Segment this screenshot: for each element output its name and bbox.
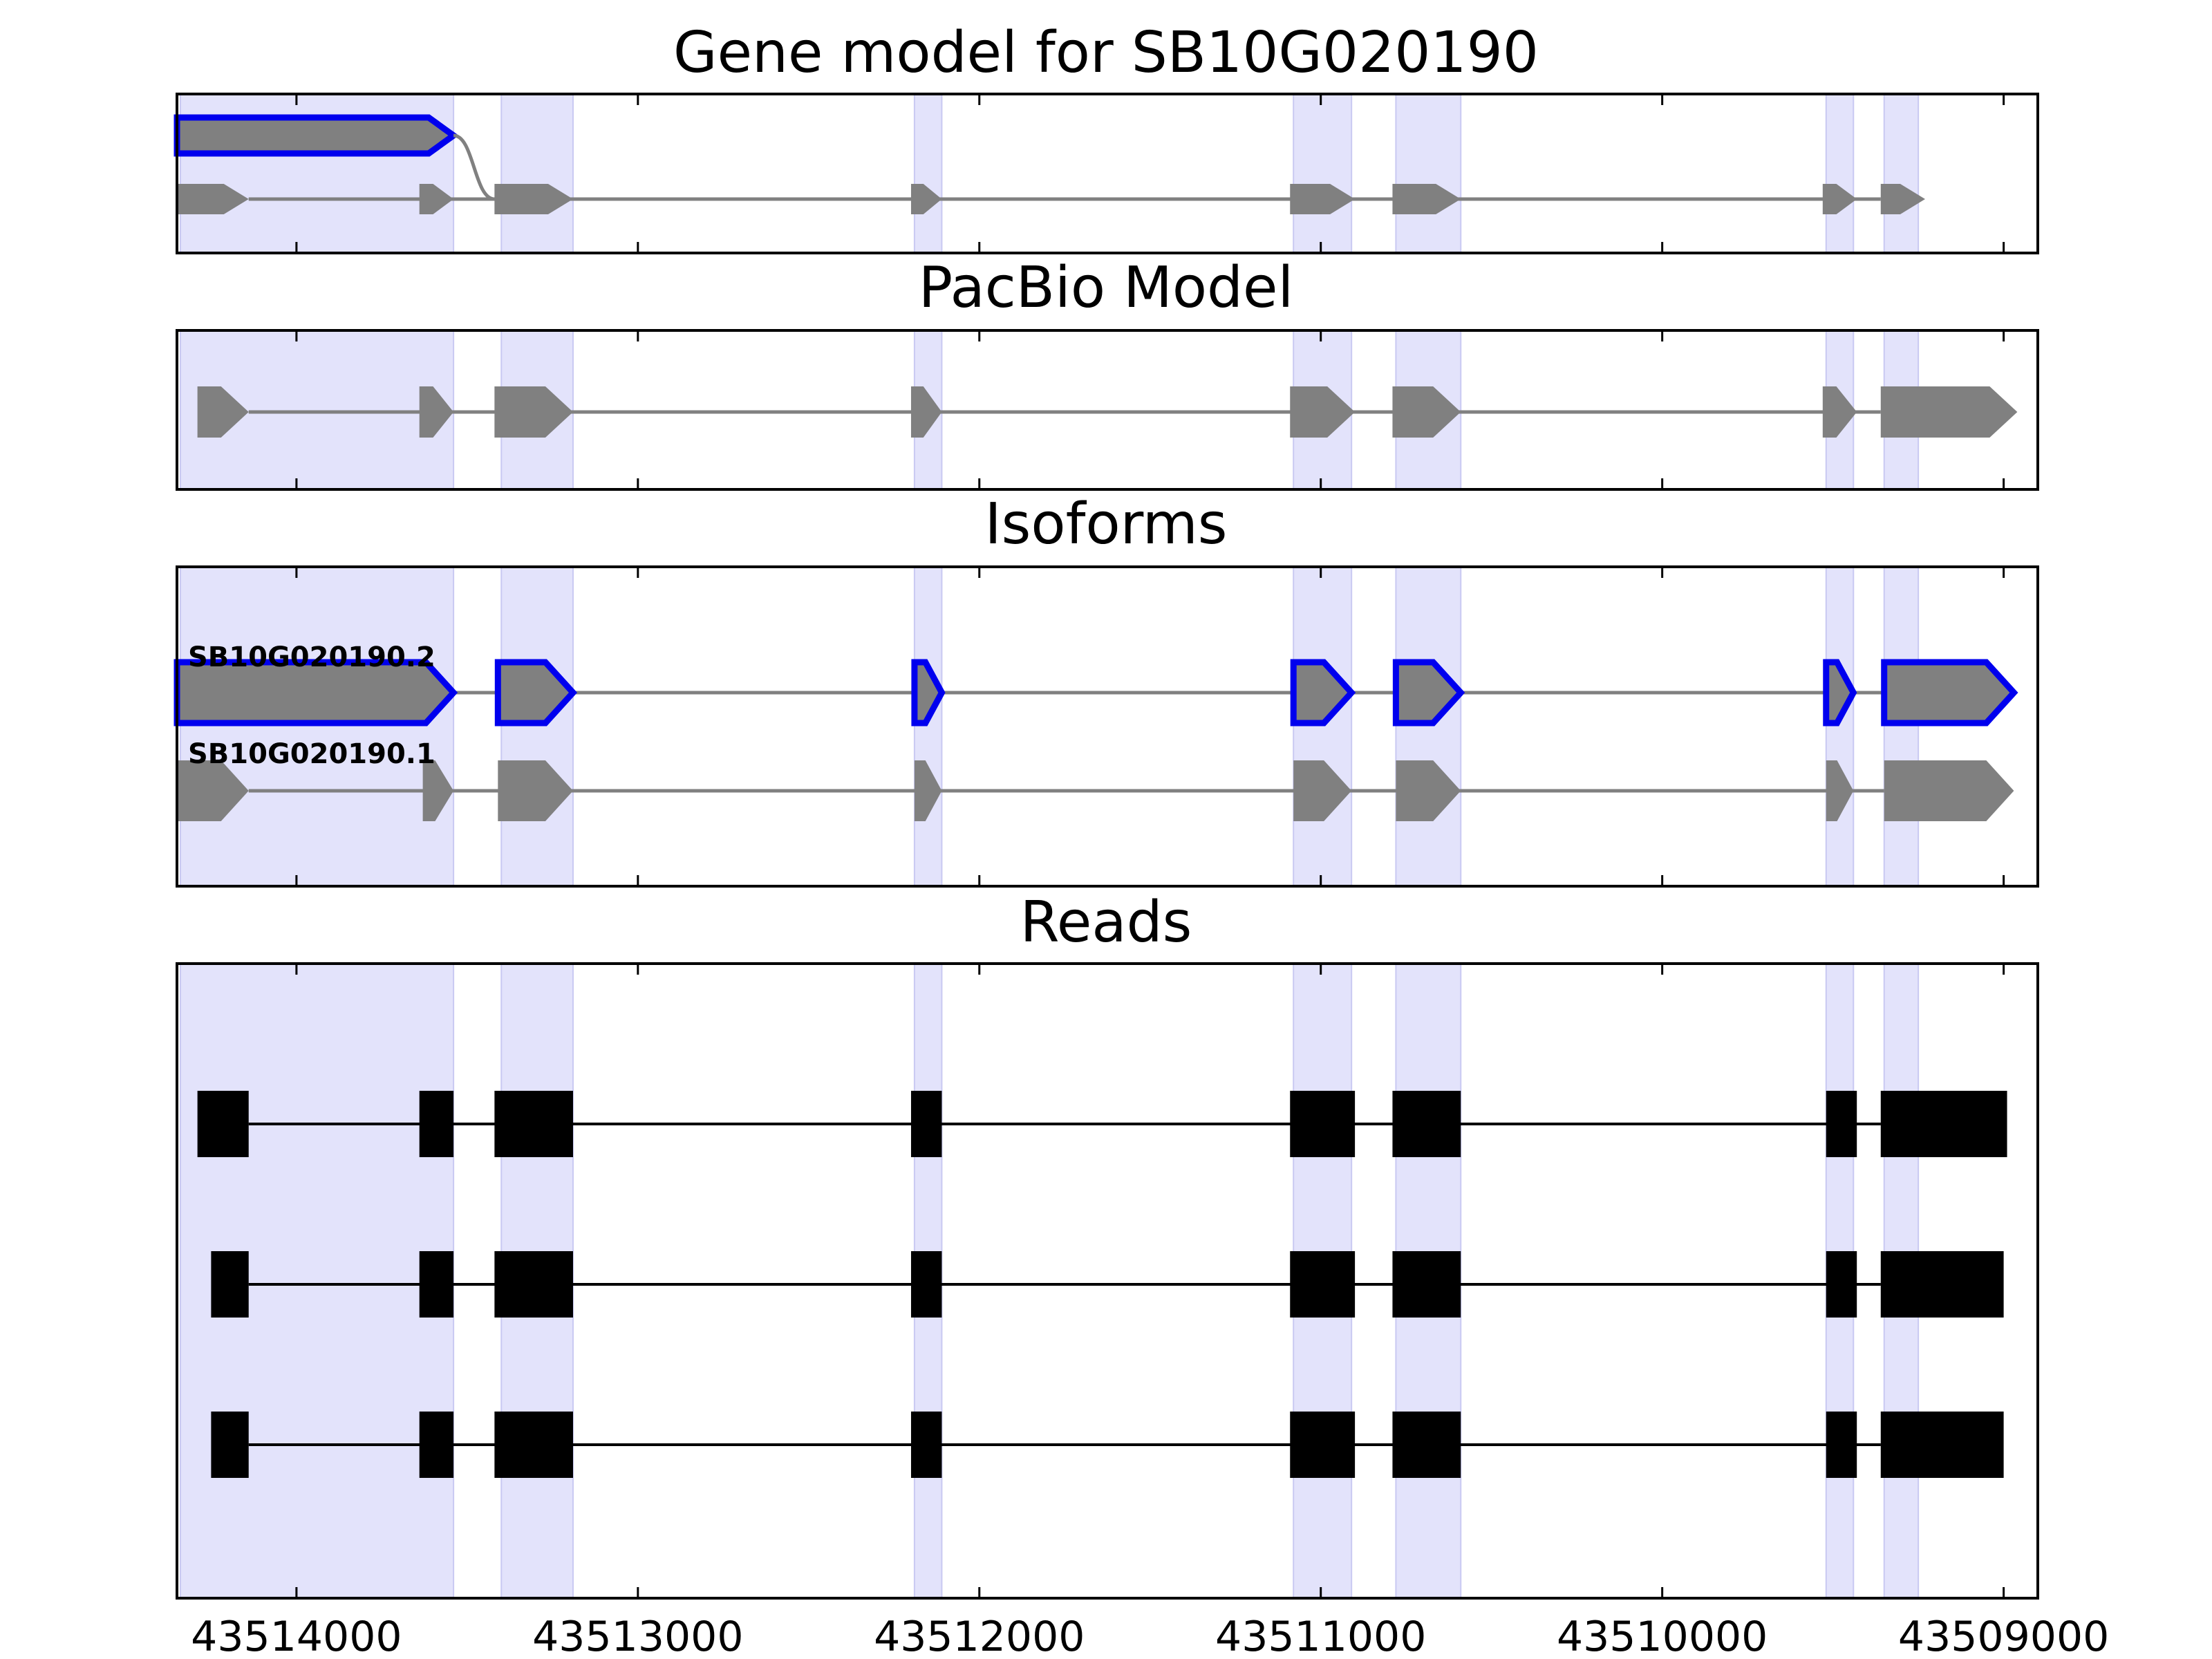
highlight-region — [500, 93, 574, 254]
read-block — [211, 1251, 249, 1318]
exon-arrow — [419, 386, 454, 438]
x-tick-label: 43509000 — [1898, 1613, 2109, 1659]
exon-arrow — [419, 184, 454, 214]
highlight-region — [1825, 93, 1855, 254]
exon-arrow — [910, 386, 942, 438]
read-block — [494, 1091, 573, 1157]
exon-arrow — [1880, 184, 1925, 214]
read-block — [910, 1091, 942, 1157]
read-block — [419, 1251, 454, 1318]
x-axis-tick-labels: 43514000 43513000 43512000 43511000 4351… — [191, 1613, 2109, 1659]
read-block — [494, 1251, 573, 1318]
highlight-region — [1293, 566, 1353, 887]
read-block — [1826, 1091, 1857, 1157]
read-block — [1826, 1412, 1857, 1478]
x-tick-label: 43512000 — [874, 1613, 1085, 1659]
highlight-region — [1293, 93, 1353, 254]
exon-arrow-highlighted — [1392, 659, 1465, 727]
exon-arrow — [914, 760, 942, 821]
read-block — [1290, 1251, 1356, 1318]
exon-arrow-highlighted — [1881, 659, 2018, 727]
panel-frame-pacbio-model — [176, 329, 2039, 491]
exon-arrow-highlighted — [1823, 659, 1857, 727]
x-tick-label: 43514000 — [191, 1613, 402, 1659]
highlight-region — [500, 566, 574, 887]
x-tick-label: 43511000 — [1215, 1613, 1426, 1659]
read-block — [494, 1412, 573, 1478]
read-block — [910, 1412, 942, 1478]
exon-arrow — [197, 386, 249, 438]
highlight-region — [1825, 566, 1855, 887]
exon-arrow — [1822, 184, 1857, 214]
exon-arrow-highlighted — [911, 659, 946, 727]
panel-frame-isoforms — [176, 565, 2039, 888]
read-block — [419, 1091, 454, 1157]
exon-arrow-highlighted — [1290, 659, 1356, 727]
panel-title-pacbio-model: PacBio Model — [919, 255, 1294, 321]
panel-gene-model — [174, 93, 2005, 254]
panel-title-isoforms: Isoforms — [985, 491, 1228, 557]
highlight-region — [1883, 93, 1920, 254]
read-block — [1392, 1091, 1461, 1157]
exon-arrow — [1392, 386, 1461, 438]
read-block — [1826, 1251, 1857, 1318]
exon-arrow-highlighted — [174, 114, 459, 157]
panel-frame-reads — [176, 962, 2039, 1600]
panel-title-gene-model: Gene model for SB10G020190 — [673, 20, 1539, 86]
read-block — [419, 1412, 454, 1478]
read-block — [1392, 1412, 1461, 1478]
exon-arrow-highlighted — [494, 659, 578, 727]
highlight-region — [913, 93, 943, 254]
read-block — [1880, 1251, 2004, 1318]
exon-arrow — [1822, 386, 1857, 438]
exon-arrow — [910, 184, 942, 214]
isoform-label: SB10G020190.2 — [188, 641, 435, 673]
isoform-label: SB10G020190.1 — [188, 738, 435, 770]
exon-arrow — [494, 386, 573, 438]
exon-arrow — [177, 760, 249, 821]
panel-isoforms — [174, 566, 2018, 887]
read-block — [1290, 1412, 1356, 1478]
read-block — [1392, 1251, 1461, 1318]
highlight-region — [1395, 566, 1462, 887]
exon-arrow — [1290, 184, 1356, 214]
highlight-region — [913, 566, 943, 887]
read-block — [1880, 1091, 2007, 1157]
exon-arrow — [1392, 184, 1461, 214]
highlight-region — [1395, 93, 1462, 254]
exon-arrow — [1290, 386, 1356, 438]
exon-arrow — [498, 760, 573, 821]
read-block — [197, 1091, 249, 1157]
read-block — [211, 1412, 249, 1478]
splice-connector — [453, 133, 495, 201]
exon-arrow — [1293, 760, 1352, 821]
panel-title-reads: Reads — [1020, 890, 1192, 955]
exon-arrow — [1396, 760, 1461, 821]
exon-arrow — [1884, 760, 2014, 821]
panel-frame-gene-model — [176, 93, 2039, 254]
exon-arrow — [1826, 760, 1854, 821]
exon-arrow — [177, 184, 249, 214]
read-block — [1290, 1091, 1356, 1157]
exon-arrow — [494, 184, 573, 214]
x-tick-label: 43510000 — [1557, 1613, 1768, 1659]
highlight-region — [179, 566, 455, 887]
highlight-region — [1883, 566, 1920, 887]
exon-arrow — [1880, 386, 2018, 438]
read-block — [1880, 1412, 2004, 1478]
panel-reads — [179, 963, 2007, 1599]
read-block — [910, 1251, 942, 1318]
x-tick-label: 43513000 — [532, 1613, 743, 1659]
exon-arrow — [422, 760, 454, 821]
